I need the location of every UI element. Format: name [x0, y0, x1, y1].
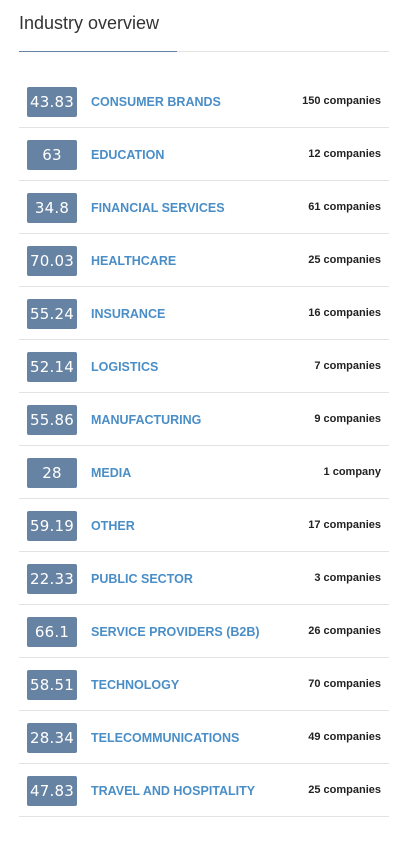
company-count: 7 companies [314, 360, 381, 372]
widget-header: Industry overview [19, 0, 389, 52]
industry-link[interactable]: TRAVEL AND HOSPITALITY [91, 784, 256, 798]
industry-link[interactable]: CONSUMER BRANDS [91, 95, 221, 109]
industry-row[interactable]: 59.19 OTHER 17 companies [19, 499, 389, 552]
company-count: 9 companies [314, 413, 381, 425]
industry-row[interactable]: 55.24 INSURANCE 16 companies [19, 287, 389, 340]
score-badge: 59.19 [27, 511, 77, 541]
company-count: 61 companies [308, 201, 381, 213]
industry-row[interactable]: 66.1 SERVICE PROVIDERS (B2B) 26 companies [19, 605, 389, 658]
industry-link[interactable]: SERVICE PROVIDERS (B2B) [91, 625, 260, 639]
company-count: 49 companies [308, 731, 381, 743]
industry-row[interactable]: 22.33 PUBLIC SECTOR 3 companies [19, 552, 389, 605]
widget-title: Industry overview [19, 13, 160, 33]
company-count: 1 company [323, 466, 381, 478]
company-count: 25 companies [308, 254, 381, 266]
score-badge: 58.51 [27, 670, 77, 700]
score-badge: 63 [27, 140, 77, 170]
score-badge: 34.8 [27, 193, 77, 223]
score-badge: 52.14 [27, 352, 77, 382]
score-badge: 66.1 [27, 617, 77, 647]
industry-row[interactable]: 43.83 CONSUMER BRANDS 150 companies [19, 75, 389, 128]
industry-link[interactable]: MANUFACTURING [91, 413, 202, 427]
score-badge: 55.24 [27, 299, 77, 329]
industry-link[interactable]: FINANCIAL SERVICES [91, 201, 225, 215]
industry-row[interactable]: 28 MEDIA 1 company [19, 446, 389, 499]
industry-row[interactable]: 63 EDUCATION 12 companies [19, 128, 389, 181]
score-badge: 55.86 [27, 405, 77, 435]
industry-row[interactable]: 28.34 TELECOMMUNICATIONS 49 companies [19, 711, 389, 764]
industry-row[interactable]: 58.51 TECHNOLOGY 70 companies [19, 658, 389, 711]
company-count: 25 companies [308, 784, 381, 796]
company-count: 26 companies [308, 625, 381, 637]
industry-link[interactable]: MEDIA [91, 466, 132, 480]
company-count: 150 companies [302, 95, 381, 107]
title-underline [19, 51, 177, 52]
industry-row[interactable]: 70.03 HEALTHCARE 25 companies [19, 234, 389, 287]
score-badge: 43.83 [27, 87, 77, 117]
industry-row[interactable]: 52.14 LOGISTICS 7 companies [19, 340, 389, 393]
industry-link[interactable]: INSURANCE [91, 307, 166, 321]
score-badge: 70.03 [27, 246, 77, 276]
industry-link[interactable]: PUBLIC SECTOR [91, 572, 193, 586]
industry-link[interactable]: LOGISTICS [91, 360, 159, 374]
industry-row[interactable]: 47.83 TRAVEL AND HOSPITALITY 25 companies [19, 764, 389, 817]
company-count: 16 companies [308, 307, 381, 319]
score-badge: 28.34 [27, 723, 77, 753]
company-count: 3 companies [314, 572, 381, 584]
industry-link[interactable]: EDUCATION [91, 148, 165, 162]
industry-link[interactable]: OTHER [91, 519, 135, 533]
company-count: 70 companies [308, 678, 381, 690]
industry-row[interactable]: 55.86 MANUFACTURING 9 companies [19, 393, 389, 446]
score-badge: 47.83 [27, 776, 77, 806]
score-badge: 28 [27, 458, 77, 488]
industry-list: 43.83 CONSUMER BRANDS 150 companies 63 EDUCA… [19, 75, 389, 817]
industry-link[interactable]: HEALTHCARE [91, 254, 177, 268]
score-badge: 22.33 [27, 564, 77, 594]
company-count: 17 companies [308, 519, 381, 531]
industry-link[interactable]: TELECOMMUNICATIONS [91, 731, 240, 745]
industry-row[interactable]: 34.8 FINANCIAL SERVICES 61 companies [19, 181, 389, 234]
industry-link[interactable]: TECHNOLOGY [91, 678, 180, 692]
company-count: 12 companies [308, 148, 381, 160]
